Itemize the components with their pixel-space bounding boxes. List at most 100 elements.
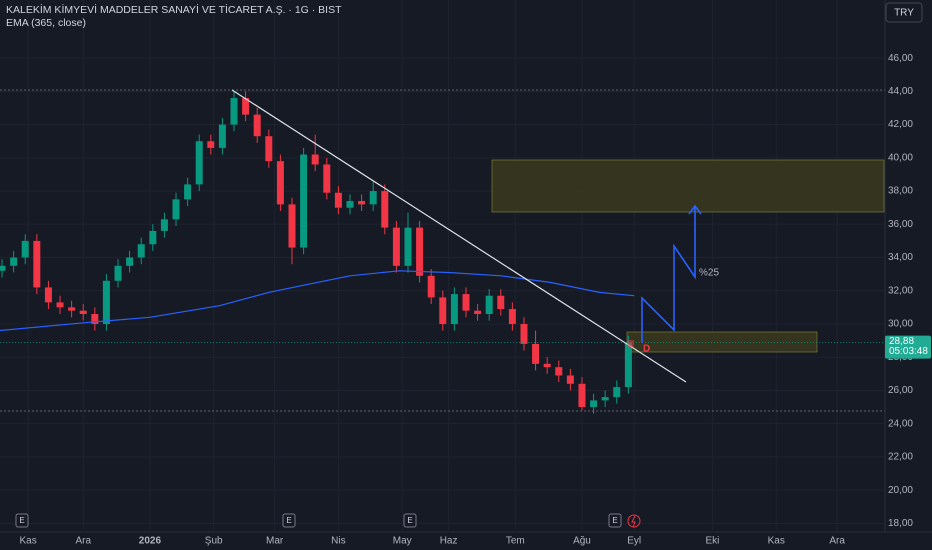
- y-tick-label: 22,00: [888, 452, 913, 463]
- candle-body: [508, 309, 516, 324]
- candle-body: [578, 383, 586, 408]
- projection-arrow[interactable]: [641, 204, 702, 343]
- target-zone[interactable]: [491, 159, 885, 213]
- candle-body: [311, 154, 319, 165]
- candle-body: [381, 191, 389, 228]
- x-tick-label: 2026: [139, 536, 162, 547]
- event-label[interactable]: E: [19, 516, 24, 525]
- x-tick-label: Kas: [768, 536, 785, 547]
- candle-body: [566, 375, 574, 384]
- event-marker[interactable]: [282, 513, 296, 528]
- candle-body: [0, 265, 6, 271]
- y-tick-label: 34,00: [888, 252, 913, 263]
- candle-body: [276, 161, 284, 205]
- y-tick-label: 38,00: [888, 186, 913, 197]
- price-tag-label: 28,88: [889, 336, 914, 347]
- x-tick-label: Mar: [266, 536, 284, 547]
- currency[interactable]: TRY: [894, 8, 914, 19]
- candle-body: [184, 184, 192, 200]
- event-marker[interactable]: [15, 513, 29, 528]
- candle-body: [450, 294, 458, 324]
- x-tick-label: Kas: [20, 536, 37, 547]
- x-tick-label: Ara: [829, 536, 845, 547]
- plot: [0, 91, 885, 414]
- x-tick-label: Ağu: [573, 536, 591, 547]
- candle-body: [358, 201, 366, 205]
- candle-body: [474, 310, 482, 315]
- event-marker[interactable]: [403, 513, 417, 528]
- x-tick-label: Tem: [506, 536, 525, 547]
- candle-body: [10, 257, 18, 266]
- candle-body: [497, 295, 505, 310]
- candle-body: [33, 240, 41, 288]
- candle-body: [253, 114, 261, 137]
- candle-body: [485, 295, 493, 315]
- candle-body: [334, 192, 342, 208]
- candle-body: [195, 141, 203, 185]
- annotation: %25: [699, 268, 719, 279]
- y-tick-label: 26,00: [888, 385, 913, 396]
- candle-body: [265, 136, 273, 162]
- candle-body: [44, 287, 52, 303]
- candle-body: [79, 310, 87, 315]
- dividend-icon[interactable]: [627, 514, 641, 528]
- candle-body: [416, 227, 424, 276]
- candle-body: [346, 201, 354, 208]
- x-tick-label: Eyl: [627, 536, 641, 547]
- candle-body: [91, 314, 99, 324]
- candle-body: [230, 98, 238, 125]
- candle-body: [404, 227, 412, 266]
- y-tick-label: 36,00: [888, 219, 913, 230]
- signal: D: [643, 344, 650, 355]
- ema-line: [0, 270, 635, 332]
- x-tick-label: Ara: [75, 536, 91, 547]
- y-tick-label: 42,00: [888, 119, 913, 130]
- price-tag: [885, 335, 931, 359]
- candle-body: [21, 240, 29, 258]
- candle-body: [137, 244, 145, 258]
- x-tick-label: Eki: [706, 536, 720, 547]
- candle-body: [68, 307, 76, 311]
- candle-body: [102, 280, 110, 324]
- x-tick-label: Haz: [440, 536, 458, 547]
- dividend-icon-bolt: [631, 515, 636, 528]
- candle-body: [613, 387, 621, 398]
- x-tick-label: Nis: [331, 536, 345, 547]
- event-label[interactable]: E: [286, 516, 291, 525]
- event-label[interactable]: E: [612, 516, 617, 525]
- currency-button[interactable]: [885, 2, 923, 23]
- candle-body: [323, 164, 331, 193]
- candle-body: [462, 294, 470, 311]
- candle-body: [56, 302, 64, 308]
- x-tick-label: May: [393, 536, 412, 547]
- candle-body: [427, 275, 435, 298]
- trend-line[interactable]: [231, 89, 687, 383]
- candle-body: [624, 342, 632, 388]
- candle-body: [149, 230, 157, 245]
- grid: [0, 0, 885, 530]
- x-tick-label: Şub: [205, 536, 223, 547]
- chart-title: KALEKİM KİMYEVİ MADDELER SANAYİ VE TİCAR…: [6, 3, 342, 16]
- candle-body: [218, 124, 226, 148]
- signal-box: [627, 340, 634, 347]
- candle-body: [126, 257, 134, 266]
- candle-body: [555, 367, 563, 376]
- countdown: 05:03:48: [889, 346, 928, 357]
- event-marker[interactable]: [608, 513, 622, 528]
- candle-body: [160, 219, 168, 231]
- y-tick-label: 44,00: [888, 86, 913, 97]
- y-tick-label: 20,00: [888, 485, 913, 496]
- candle-body: [543, 363, 551, 368]
- candle-body: [242, 98, 250, 115]
- candle-body: [207, 141, 215, 148]
- candle-body: [114, 265, 122, 281]
- entry-zone[interactable]: [626, 331, 818, 353]
- candle-body: [300, 154, 308, 248]
- y-tick-label: 30,00: [888, 319, 913, 330]
- event-label[interactable]: E: [407, 516, 412, 525]
- candle-body: [369, 191, 377, 205]
- candle-body: [439, 297, 447, 324]
- candle-body: [532, 343, 540, 364]
- candle-body: [392, 227, 400, 266]
